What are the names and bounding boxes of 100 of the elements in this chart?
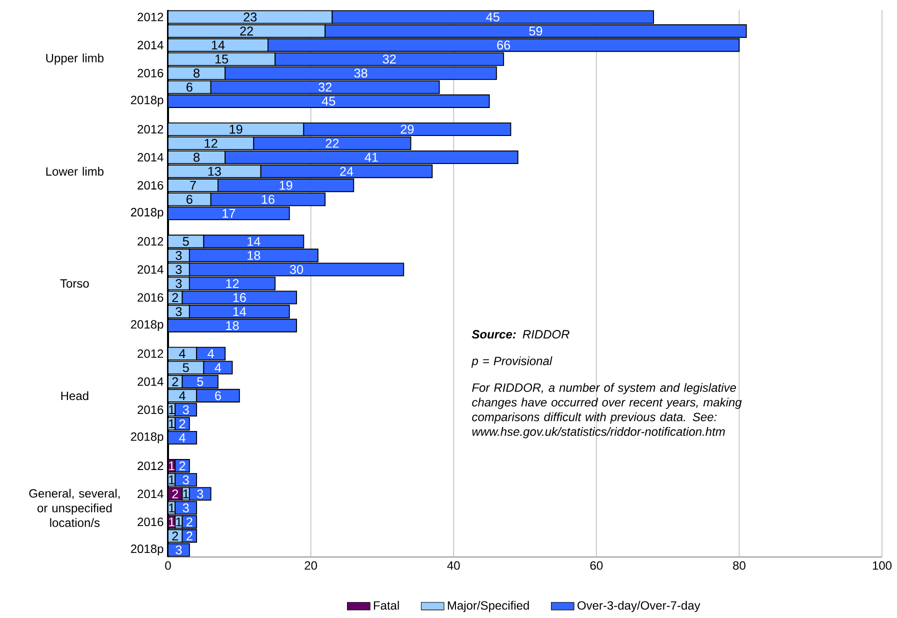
data-label: 4 bbox=[208, 349, 214, 358]
x-tick-label: 40 bbox=[447, 561, 460, 570]
data-label: 16 bbox=[233, 293, 246, 302]
x-tick-label: 0 bbox=[165, 561, 171, 570]
data-label: 4 bbox=[214, 363, 222, 372]
text: Lower limb bbox=[46, 166, 104, 176]
data-label: 3 bbox=[182, 405, 189, 414]
data-label: 18 bbox=[248, 250, 260, 260]
data-label: 14 bbox=[212, 40, 225, 50]
data-label: 2 bbox=[179, 461, 186, 470]
data-label: 12 bbox=[226, 279, 239, 288]
data-label: 22 bbox=[326, 138, 339, 148]
data-label: 23 bbox=[244, 12, 257, 22]
data-label: 15 bbox=[215, 54, 228, 64]
data-label: 66 bbox=[497, 40, 510, 50]
data-label: 29 bbox=[400, 124, 414, 134]
y-tick-label: 2014 bbox=[138, 265, 164, 274]
data-label: 14 bbox=[248, 237, 260, 246]
data-label: 8 bbox=[194, 68, 200, 78]
data-label: 45 bbox=[322, 96, 336, 106]
data-label: 2 bbox=[172, 293, 178, 302]
y-tick-label: 2018p bbox=[130, 320, 164, 332]
x-tick-label: 80 bbox=[733, 561, 746, 570]
data-label: 38 bbox=[354, 68, 368, 78]
data-label: 5 bbox=[182, 237, 189, 246]
data-label: 1 bbox=[183, 490, 189, 498]
text: Upper limb bbox=[46, 54, 104, 65]
annotation: Source: RIDDOR bbox=[472, 330, 570, 339]
y-tick-label: 2012 bbox=[138, 237, 164, 246]
data-label: 32 bbox=[382, 54, 396, 64]
data-label: 3 bbox=[197, 489, 204, 498]
data-label: 4 bbox=[179, 349, 186, 358]
y-tick-label: 2018p bbox=[130, 96, 164, 107]
data-label: 6 bbox=[215, 391, 221, 400]
text: Torso bbox=[60, 279, 89, 288]
y-tick-label: 2018p bbox=[130, 544, 164, 556]
data-label: 2 bbox=[186, 518, 192, 526]
data-label: 14 bbox=[233, 307, 246, 316]
y-tick-label: 2016 bbox=[138, 293, 164, 302]
x-tick-label: 20 bbox=[304, 561, 318, 570]
y-tick-label: 2016 bbox=[138, 518, 164, 526]
annotation: p = Provisional bbox=[471, 356, 552, 368]
data-label: 6 bbox=[186, 194, 192, 204]
data-label: 3 bbox=[182, 503, 189, 512]
data-label: 4 bbox=[179, 391, 186, 400]
legend-label: Over-3-day/Over-7-day bbox=[578, 600, 700, 612]
data-label: 59 bbox=[529, 26, 542, 36]
y-tick-label: 2016 bbox=[138, 68, 164, 78]
y-tick-label: 2014 bbox=[138, 377, 164, 386]
data-label: 32 bbox=[318, 82, 332, 92]
y-tick-label: 2018p bbox=[130, 432, 164, 444]
data-label: 7 bbox=[190, 180, 196, 190]
data-label: 24 bbox=[340, 166, 354, 176]
data-label: 3 bbox=[176, 307, 182, 316]
data-label: 12 bbox=[204, 138, 218, 148]
data-label: 4 bbox=[179, 433, 186, 442]
y-tick-label: 2014 bbox=[138, 153, 164, 162]
y-tick-label: 2012 bbox=[138, 124, 164, 134]
legend-label: Major/Specified bbox=[448, 600, 529, 612]
data-label: 2 bbox=[172, 377, 178, 386]
data-label: 3 bbox=[176, 250, 182, 260]
data-label: 2 bbox=[172, 532, 178, 540]
y-tick-label: 2014 bbox=[138, 490, 164, 498]
annotation: For RIDDOR, a number of system and legislative changes have occurred over recent years, making comparisons difficult with previous data. See: www.hse.gov.uk/statistics/riddor-notification.htm bbox=[472, 383, 742, 438]
x-tick-label: 100 bbox=[872, 561, 892, 570]
y-tick-label: 2012 bbox=[138, 462, 164, 470]
data-label: 3 bbox=[176, 545, 182, 554]
data-label: 1 bbox=[169, 475, 174, 484]
data-label: 1 bbox=[169, 405, 174, 414]
data-label: 17 bbox=[222, 209, 236, 218]
text: General, several, or unspecified location/s bbox=[29, 488, 120, 527]
y-tick-label: 2012 bbox=[138, 349, 164, 358]
legend-label: Fatal bbox=[374, 600, 399, 610]
x-tick-label: 60 bbox=[590, 561, 603, 570]
data-label: 3 bbox=[182, 475, 189, 484]
data-label: 5 bbox=[182, 363, 189, 372]
data-label: 1 bbox=[169, 518, 174, 526]
y-tick-label: 2018p bbox=[130, 208, 164, 219]
data-label: 19 bbox=[280, 180, 292, 190]
y-tick-label: 2014 bbox=[138, 40, 164, 50]
data-label: 2 bbox=[172, 489, 178, 498]
data-label: 2 bbox=[179, 419, 186, 428]
data-label: 22 bbox=[240, 26, 253, 36]
data-label: 13 bbox=[208, 166, 221, 176]
data-label: 3 bbox=[176, 264, 182, 274]
data-label: 1 bbox=[169, 461, 174, 470]
data-label: 2 bbox=[186, 532, 192, 540]
text: Head bbox=[61, 391, 88, 400]
data-label: 5 bbox=[197, 377, 204, 386]
data-label: 16 bbox=[262, 194, 274, 204]
data-label: 1 bbox=[169, 419, 174, 428]
y-tick-label: 2016 bbox=[138, 405, 164, 414]
y-tick-label: 2012 bbox=[138, 12, 164, 22]
data-label: 45 bbox=[486, 12, 500, 22]
data-label: 41 bbox=[364, 152, 378, 162]
data-label: 30 bbox=[290, 264, 304, 274]
data-label: 19 bbox=[230, 124, 242, 134]
y-tick-label: 2016 bbox=[138, 181, 164, 190]
data-label: 3 bbox=[176, 279, 182, 288]
data-label: 8 bbox=[194, 152, 200, 162]
